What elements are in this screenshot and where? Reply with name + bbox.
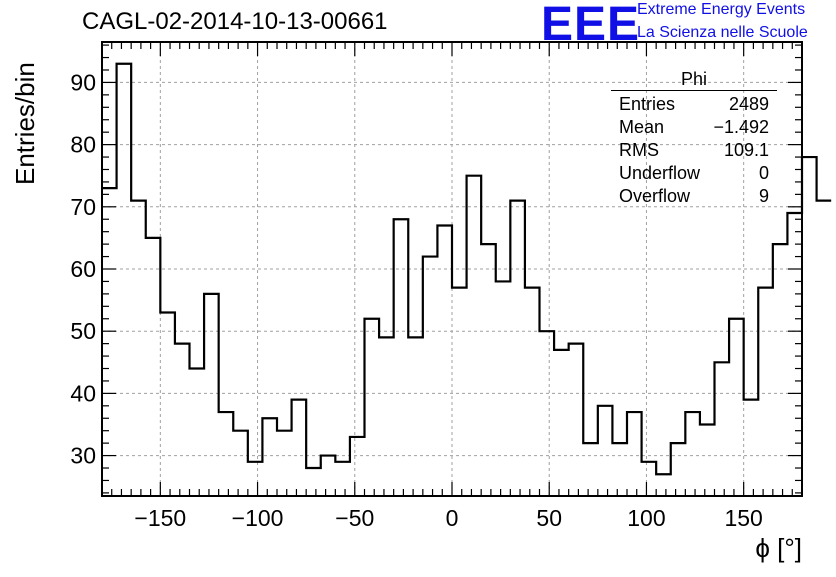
histogram-bin xyxy=(467,176,482,496)
x-tick-label: 0 xyxy=(446,505,459,531)
x-tick-label: −100 xyxy=(232,505,284,531)
histogram-bin xyxy=(117,64,132,496)
histogram-bin xyxy=(787,213,802,496)
histogram-bin xyxy=(321,456,336,496)
histogram-bin xyxy=(262,418,277,496)
stats-row-entries: Entries 2489 xyxy=(611,93,777,116)
histogram-bin xyxy=(365,319,380,496)
stats-label: Mean xyxy=(619,117,665,137)
stats-row-overflow: Overflow 9 xyxy=(611,185,777,208)
y-tick-label: 90 xyxy=(70,69,96,95)
histogram-step-line xyxy=(102,62,832,476)
stats-row-mean: Mean −1.492 xyxy=(611,116,777,139)
histogram-bin xyxy=(131,201,146,496)
histogram-bin xyxy=(729,319,744,496)
histogram-bin xyxy=(423,257,438,496)
x-tick-label: −50 xyxy=(335,505,374,531)
histogram-bin xyxy=(773,244,788,496)
x-tick-label: 50 xyxy=(536,505,562,531)
histogram-bin xyxy=(744,400,759,496)
histogram-bin xyxy=(233,431,248,496)
stats-value: 0 xyxy=(758,163,769,183)
stats-value: −1.492 xyxy=(713,117,769,137)
histogram-bin xyxy=(817,201,832,496)
stats-title: Phi xyxy=(680,69,707,89)
histogram-bin xyxy=(335,462,350,496)
histogram-bin xyxy=(204,294,219,496)
histogram-bin xyxy=(598,406,613,496)
histogram-bin xyxy=(160,313,175,496)
histogram-bin xyxy=(190,369,205,496)
stats-label: RMS xyxy=(619,140,659,160)
histogram-bin xyxy=(277,431,292,496)
stats-label: Overflow xyxy=(619,186,691,206)
histogram-bin xyxy=(481,244,496,496)
histogram-bin xyxy=(219,412,234,496)
histogram-bin xyxy=(350,437,365,496)
stats-label: Underflow xyxy=(619,163,701,183)
histogram-bin xyxy=(102,188,117,496)
stats-divider xyxy=(611,90,777,91)
x-tick-label: 100 xyxy=(627,505,665,531)
histogram-bin xyxy=(146,238,161,496)
y-tick-label: 80 xyxy=(70,132,96,158)
histogram-bin xyxy=(554,350,569,496)
histogram-series xyxy=(102,62,832,496)
histogram-bin xyxy=(379,337,394,496)
x-tick-label: −150 xyxy=(134,505,186,531)
y-tick-label: 60 xyxy=(70,256,96,282)
histogram-bin xyxy=(758,288,773,496)
histogram-bin xyxy=(525,288,540,496)
histogram-bin xyxy=(612,443,627,496)
stats-value: 109.1 xyxy=(723,140,769,160)
histogram-bin xyxy=(452,288,467,496)
stats-value: 9 xyxy=(758,186,769,206)
stats-box: Phi Entries 2489 Mean −1.492 RMS 109.1 U… xyxy=(611,70,777,208)
histogram-bin xyxy=(700,424,715,496)
histogram-bin xyxy=(175,344,190,496)
histogram-bin xyxy=(292,400,307,496)
x-axis-label: ϕ [°] xyxy=(755,533,802,563)
histogram-bin xyxy=(248,462,263,496)
axis-ticks xyxy=(102,42,802,496)
histogram-bin xyxy=(715,362,730,496)
stats-label: Entries xyxy=(619,94,676,114)
histogram-bin xyxy=(408,337,423,496)
y-axis-label: Entries/bin xyxy=(10,62,40,185)
stats-row-underflow: Underflow 0 xyxy=(611,162,777,185)
histogram-bin xyxy=(394,219,409,496)
histogram-bin xyxy=(583,443,598,496)
y-tick-label: 50 xyxy=(70,318,96,344)
histogram-bin xyxy=(510,201,525,496)
stats-row-rms: RMS 109.1 xyxy=(611,139,777,162)
x-tick-label: 150 xyxy=(724,505,762,531)
logo-line-2: La Scienza nelle Scuole xyxy=(637,24,808,41)
histogram-bin xyxy=(540,331,555,496)
histogram-bin xyxy=(642,462,657,496)
eee-logo: EEE xyxy=(541,0,641,51)
logo-line-1: Extreme Energy Events xyxy=(637,1,806,18)
histogram-bin xyxy=(569,344,584,496)
chart-title: CAGL-02-2014-10-13-00661 xyxy=(82,8,388,35)
histogram-bin xyxy=(656,474,671,496)
histogram-bin xyxy=(496,281,511,496)
y-tick-label: 30 xyxy=(70,443,96,469)
histogram-bin xyxy=(802,157,817,496)
histogram-bin xyxy=(306,468,321,496)
histogram-bin xyxy=(685,412,700,496)
y-tick-label: 40 xyxy=(70,380,96,406)
axis-tick-labels: −150 −100 −50 0 50 100 150 30 40 50 60 70 80 90 xyxy=(70,69,762,531)
y-tick-label: 70 xyxy=(70,194,96,220)
histogram-bin xyxy=(671,443,686,496)
histogram-bin xyxy=(627,412,642,496)
stats-value: 2489 xyxy=(728,94,769,114)
